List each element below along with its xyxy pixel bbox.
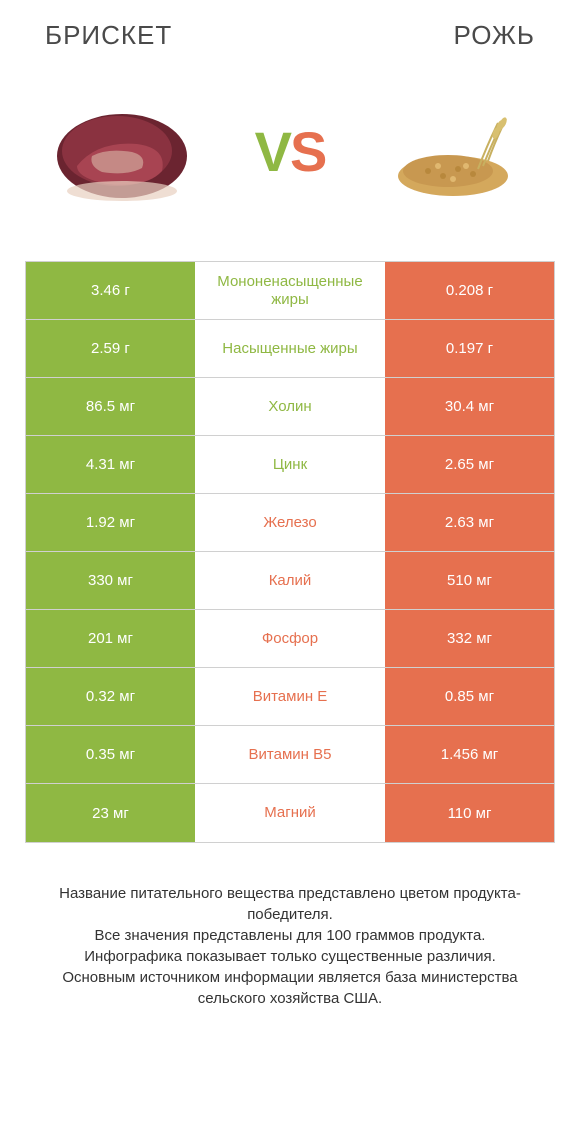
table-row: 0.32 мгВитамин E0.85 мг: [26, 668, 554, 726]
left-value: 2.59 г: [26, 320, 195, 377]
left-value: 1.92 мг: [26, 494, 195, 551]
table-row: 2.59 гНасыщенные жиры0.197 г: [26, 320, 554, 378]
left-value: 23 мг: [26, 784, 195, 842]
nutrient-name: Витамин B5: [195, 726, 385, 783]
left-value: 4.31 мг: [26, 436, 195, 493]
vs-label: VS: [255, 119, 326, 184]
table-row: 0.35 мгВитамин B51.456 мг: [26, 726, 554, 784]
infographic-container: БРИСКЕТ РОЖЬ VS: [0, 0, 580, 1144]
header-left-title: БРИСКЕТ: [45, 20, 172, 51]
table-row: 330 мгКалий510 мг: [26, 552, 554, 610]
vs-s: S: [290, 120, 325, 183]
left-value: 201 мг: [26, 610, 195, 667]
right-value: 2.63 мг: [385, 494, 554, 551]
table-row: 86.5 мгХолин30.4 мг: [26, 378, 554, 436]
right-value: 1.456 мг: [385, 726, 554, 783]
right-value: 332 мг: [385, 610, 554, 667]
nutrient-name: Калий: [195, 552, 385, 609]
right-value: 2.65 мг: [385, 436, 554, 493]
vs-v: V: [255, 120, 290, 183]
nutrient-name: Витамин E: [195, 668, 385, 725]
right-value: 110 мг: [385, 784, 554, 842]
brisket-icon: [47, 96, 197, 206]
rye-icon: [388, 101, 528, 201]
header-right-title: РОЖЬ: [454, 20, 536, 51]
nutrient-name: Насыщенные жиры: [195, 320, 385, 377]
right-value: 0.208 г: [385, 262, 554, 319]
left-value: 330 мг: [26, 552, 195, 609]
left-value: 0.35 мг: [26, 726, 195, 783]
left-value: 3.46 г: [26, 262, 195, 319]
left-value: 0.32 мг: [26, 668, 195, 725]
nutrient-name: Холин: [195, 378, 385, 435]
right-value: 0.85 мг: [385, 668, 554, 725]
vs-row: VS: [15, 71, 565, 231]
right-value: 510 мг: [385, 552, 554, 609]
table-row: 1.92 мгЖелезо2.63 мг: [26, 494, 554, 552]
nutrient-name: Магний: [195, 784, 385, 842]
nutrient-name: Цинк: [195, 436, 385, 493]
table-row: 201 мгФосфор332 мг: [26, 610, 554, 668]
brisket-image: [42, 91, 202, 211]
table-row: 3.46 гМононенасыщенные жиры0.208 г: [26, 262, 554, 320]
nutrient-table: 3.46 гМононенасыщенные жиры0.208 г2.59 г…: [25, 261, 555, 843]
nutrient-name: Фосфор: [195, 610, 385, 667]
footer-text: Название питательного вещества представл…: [15, 883, 565, 1009]
right-value: 0.197 г: [385, 320, 554, 377]
table-row: 23 мгМагний110 мг: [26, 784, 554, 842]
left-value: 86.5 мг: [26, 378, 195, 435]
table-row: 4.31 мгЦинк2.65 мг: [26, 436, 554, 494]
nutrient-name: Железо: [195, 494, 385, 551]
right-value: 30.4 мг: [385, 378, 554, 435]
header: БРИСКЕТ РОЖЬ: [15, 20, 565, 51]
nutrient-name: Мононенасыщенные жиры: [195, 262, 385, 319]
rye-image: [378, 91, 538, 211]
